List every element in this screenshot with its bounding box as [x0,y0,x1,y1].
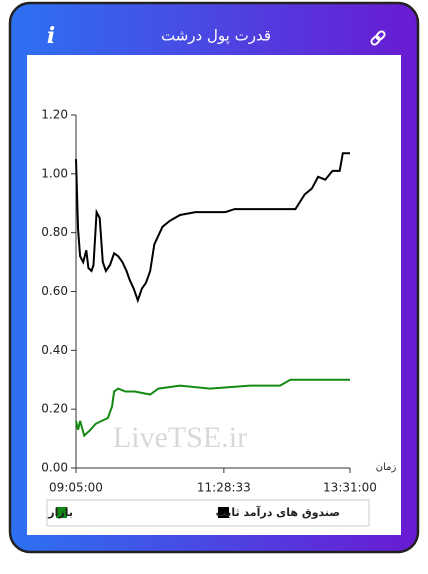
link-icon[interactable] [370,30,386,46]
y-tick-label: 0.40 [41,343,68,357]
header-title: قدرت پول درشت [161,27,271,46]
y-tick-label: 0.60 [41,284,68,298]
x-tick-label: 09:05:00 [49,481,103,495]
chart-panel [27,55,401,535]
y-tick-label: 1.00 [41,166,68,180]
legend-swatch [218,507,229,518]
x-axis-label: زمان [376,462,397,473]
x-tick-label: 13:31:00 [323,481,377,495]
series-line [75,152,350,304]
legend-box [46,499,370,527]
info-icon[interactable]: i [47,23,55,49]
x-tick-label: 11:28:33 [197,481,251,495]
legend-label: بازار [47,506,73,519]
series-line [75,378,350,438]
watermark: LiveTSE.ir [113,421,247,454]
y-tick-label: 1.20 [41,108,68,122]
y-tick-label: 0.80 [41,225,68,239]
legend-label: صندوق های درآمد ثابت [216,505,340,519]
y-tick-label: 0.20 [41,402,68,416]
legend-swatch [56,507,67,518]
y-tick-label: 0.00 [41,461,68,475]
